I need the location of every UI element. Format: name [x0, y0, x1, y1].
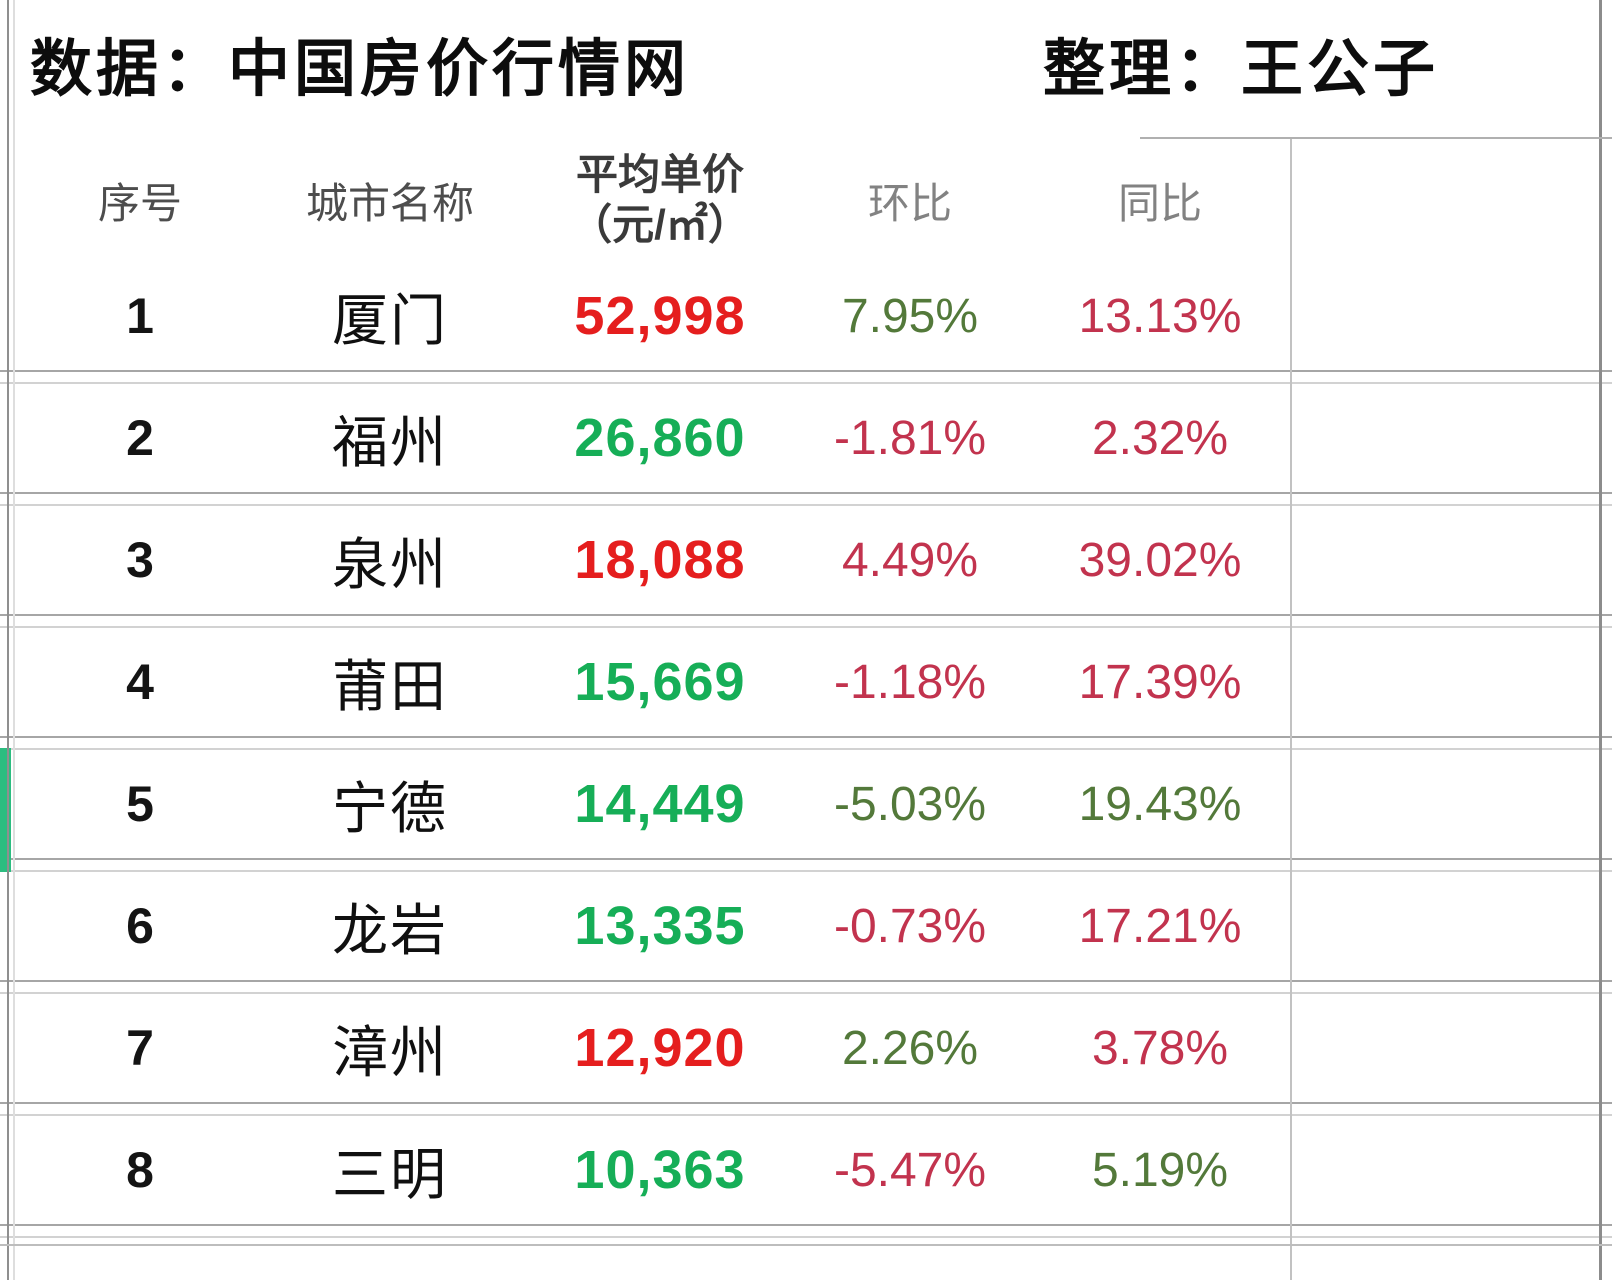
row-index-cell[interactable]: 2: [126, 410, 154, 466]
yoy-cell[interactable]: 2.32%: [1091, 411, 1229, 465]
mom-cell[interactable]: -1.18%: [833, 655, 987, 709]
source-title: 数据：中国房价行情网: [30, 35, 691, 104]
mom-cell[interactable]: -5.03%: [833, 777, 987, 831]
empty-cell: [1290, 1116, 1612, 1224]
col-header-mom[interactable]: 环比: [867, 179, 952, 227]
title-bar: 数据：中国房价行情网 整理：王公子: [0, 0, 1612, 138]
selection-indicator: [0, 748, 11, 872]
table-row[interactable]: 8 三明 10,363 -5.47% 5.19%: [0, 1116, 1612, 1238]
city-cell[interactable]: 龙岩: [332, 898, 448, 962]
col-header-city[interactable]: 城市名称: [305, 179, 474, 227]
row-separator: [0, 492, 1612, 506]
mom-cell[interactable]: -5.47%: [833, 1143, 987, 1197]
mom-cell[interactable]: 7.95%: [841, 289, 979, 343]
gridline-mid-vertical: [1290, 137, 1292, 1280]
gutter: [0, 506, 30, 614]
city-cell[interactable]: 厦门: [332, 288, 448, 352]
empty-header-cell: [1290, 138, 1612, 262]
row-separator: [0, 1102, 1612, 1116]
gutter: [0, 262, 30, 370]
row-index-cell[interactable]: 8: [126, 1142, 154, 1198]
table-row[interactable]: 6 龙岩 13,335 -0.73% 17.21%: [0, 872, 1612, 994]
col-header-index[interactable]: 序号: [97, 179, 182, 227]
col-header-yoy[interactable]: 同比: [1117, 179, 1202, 227]
gridline-left-vertical: [7, 0, 9, 1280]
gutter: [0, 872, 30, 980]
price-header-line1: 平均单价: [575, 151, 744, 199]
row-index-cell[interactable]: 6: [126, 898, 154, 954]
gridline-bottom: [0, 1244, 1612, 1246]
gridline-left-vertical-2: [13, 0, 15, 1280]
empty-cell: [1290, 872, 1612, 980]
compiler-title: 整理：王公子: [1043, 35, 1440, 104]
price-cell[interactable]: 18,088: [574, 530, 746, 590]
table-row[interactable]: 2 福州 26,860 -1.81% 2.32%: [0, 384, 1612, 506]
empty-cell: [1290, 994, 1612, 1102]
yoy-cell[interactable]: 5.19%: [1091, 1143, 1229, 1197]
price-cell[interactable]: 12,920: [574, 1018, 746, 1078]
empty-cell: [1290, 384, 1612, 492]
table-row[interactable]: 3 泉州 18,088 4.49% 39.02%: [0, 506, 1612, 628]
row-index-cell[interactable]: 7: [126, 1020, 154, 1076]
row-separator: [0, 1224, 1612, 1238]
gutter: [0, 138, 30, 262]
row-separator: [0, 736, 1612, 750]
empty-cell: [1290, 262, 1612, 370]
row-index-cell[interactable]: 1: [126, 288, 154, 344]
price-cell[interactable]: 52,998: [574, 286, 746, 346]
mom-cell[interactable]: -0.73%: [833, 899, 987, 953]
mom-cell[interactable]: 4.49%: [841, 533, 979, 587]
price-cell[interactable]: 14,449: [574, 774, 746, 834]
yoy-cell[interactable]: 17.21%: [1078, 899, 1242, 953]
row-index-cell[interactable]: 3: [126, 532, 154, 588]
col-header-price[interactable]: 平均单价 （元/㎡）: [530, 138, 790, 262]
row-separator: [0, 370, 1612, 384]
row-separator: [0, 858, 1612, 872]
table-row[interactable]: 4 莆田 15,669 -1.18% 17.39%: [0, 628, 1612, 750]
city-cell[interactable]: 泉州: [332, 532, 448, 596]
row-index-cell[interactable]: 5: [126, 776, 154, 832]
city-cell[interactable]: 福州: [332, 410, 448, 474]
yoy-cell[interactable]: 3.78%: [1091, 1021, 1229, 1075]
price-cell[interactable]: 15,669: [574, 652, 746, 712]
empty-cell: [1290, 628, 1612, 736]
table-row[interactable]: 1 厦门 52,998 7.95% 13.13%: [0, 262, 1612, 384]
yoy-cell[interactable]: 39.02%: [1078, 533, 1242, 587]
price-cell[interactable]: 26,860: [574, 408, 746, 468]
row-separator: [0, 614, 1612, 628]
table-header-row: 序号 城市名称 平均单价 （元/㎡） 环比 同比: [0, 138, 1612, 262]
yoy-cell[interactable]: 13.13%: [1078, 289, 1242, 343]
gutter: [0, 994, 30, 1102]
row-index-cell[interactable]: 4: [126, 654, 154, 710]
table-row[interactable]: 7 漳州 12,920 2.26% 3.78%: [0, 994, 1612, 1116]
gridline-right-vertical: [1599, 0, 1602, 1280]
price-cell[interactable]: 10,363: [574, 1140, 746, 1200]
gutter: [0, 628, 30, 736]
gridline-under-title: [1140, 137, 1612, 139]
empty-cell: [1290, 506, 1612, 614]
yoy-cell[interactable]: 19.43%: [1078, 777, 1242, 831]
gutter: [0, 384, 30, 492]
city-cell[interactable]: 三明: [332, 1142, 448, 1206]
city-cell[interactable]: 漳州: [332, 1020, 448, 1084]
mom-cell[interactable]: 2.26%: [841, 1021, 979, 1075]
price-cell[interactable]: 13,335: [574, 896, 746, 956]
city-cell[interactable]: 宁德: [332, 776, 448, 840]
price-header-line2: （元/㎡）: [570, 201, 750, 248]
row-separator: [0, 980, 1612, 994]
yoy-cell[interactable]: 17.39%: [1078, 655, 1242, 709]
mom-cell[interactable]: -1.81%: [833, 411, 987, 465]
city-cell[interactable]: 莆田: [332, 654, 448, 718]
table-row[interactable]: 5 宁德 14,449 -5.03% 19.43%: [0, 748, 1612, 872]
gutter: [0, 1116, 30, 1224]
empty-cell: [1290, 750, 1612, 858]
table-body: 1 厦门 52,998 7.95% 13.13% 2 福州 26,860 -1.…: [0, 262, 1612, 1238]
